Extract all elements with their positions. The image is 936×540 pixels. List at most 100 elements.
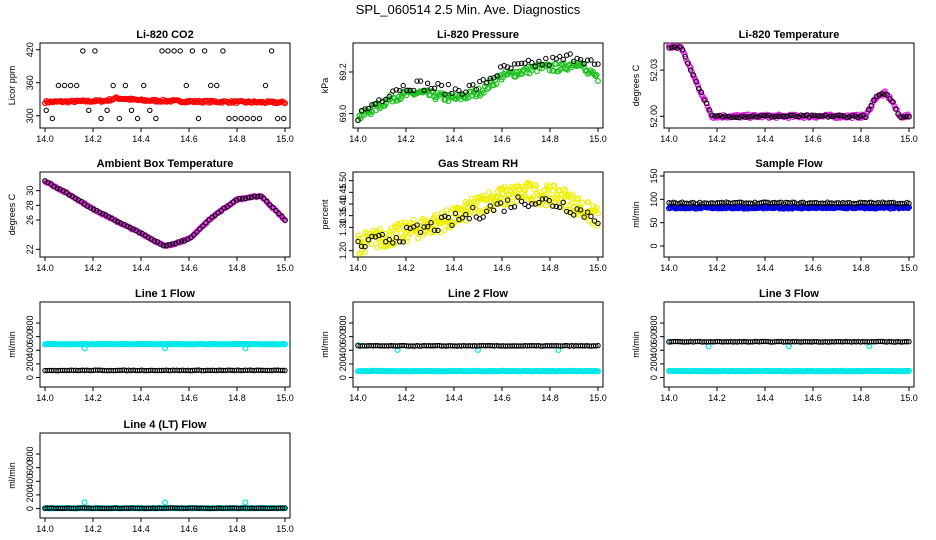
data-point — [58, 97, 65, 104]
data-point — [449, 220, 456, 227]
plot-frame — [39, 432, 291, 519]
data-point — [484, 79, 490, 86]
data-point — [890, 99, 896, 105]
data-point — [701, 97, 707, 103]
data-point — [515, 61, 521, 67]
chart-title: Line 2 Flow — [448, 288, 508, 300]
y-axis-label: percent — [320, 199, 330, 230]
x-tick-label: 14.6 — [493, 134, 511, 144]
data-point — [54, 185, 60, 191]
data-point — [43, 107, 49, 114]
data-point — [455, 204, 462, 211]
data-point — [577, 57, 584, 63]
chart-panel: Line 3 Flow 14.0 14.2 14.4 14.6 14.8 15.0 0 2004… — [631, 288, 918, 403]
data-point — [585, 199, 592, 206]
data-point — [524, 195, 531, 202]
data-point — [397, 88, 403, 94]
data-point — [669, 44, 675, 50]
data-point — [445, 81, 452, 88]
data-point — [497, 64, 504, 70]
data-point — [136, 230, 142, 236]
data-point — [574, 206, 580, 212]
data-point — [904, 339, 910, 345]
data-point — [262, 82, 269, 89]
x-tick-label: 14.4 — [756, 134, 774, 144]
data-point — [220, 48, 226, 54]
data-point — [368, 241, 375, 248]
data-point — [242, 499, 249, 506]
data-point — [574, 55, 580, 62]
data-point — [865, 107, 872, 113]
data-point — [895, 111, 901, 117]
data-point — [418, 223, 425, 230]
data-point — [518, 198, 525, 205]
data-point — [124, 223, 130, 230]
data-point — [876, 92, 882, 98]
data-point — [445, 214, 452, 221]
data-point — [48, 181, 54, 187]
data-point — [787, 112, 793, 119]
data-point — [504, 64, 511, 70]
data-point — [282, 341, 289, 348]
data-point — [560, 199, 566, 206]
data-point — [546, 197, 552, 204]
x-tick-label: 14.2 — [397, 263, 415, 273]
y-tick-label: 50 — [649, 218, 659, 228]
y-tick-label: 0 — [25, 506, 35, 511]
data-point — [758, 113, 764, 119]
data-point — [906, 114, 912, 120]
x-tick-label: 14.8 — [541, 263, 559, 273]
data-point — [379, 231, 385, 238]
x-tick-label: 14.2 — [397, 393, 415, 403]
data-point — [557, 53, 563, 60]
data-point — [176, 239, 182, 245]
data-point — [480, 89, 487, 96]
data-point — [836, 113, 842, 119]
x-tick-label: 14.6 — [804, 393, 822, 403]
data-point — [704, 100, 710, 107]
data-point — [242, 345, 249, 352]
data-point — [857, 113, 864, 119]
data-point — [553, 203, 559, 210]
data-point — [760, 113, 767, 119]
data-point — [432, 211, 439, 218]
data-point — [768, 114, 775, 120]
data-point — [479, 192, 486, 199]
data-point — [674, 45, 680, 51]
data-point — [686, 63, 693, 70]
data-point — [900, 114, 907, 120]
data-point — [557, 204, 563, 211]
data-point — [163, 242, 170, 249]
plot-frame — [39, 171, 291, 258]
x-tick-label: 14.4 — [445, 263, 463, 273]
data-point — [236, 195, 243, 202]
data-point — [183, 82, 190, 89]
x-tick-label: 15.0 — [276, 134, 294, 144]
data-point — [720, 114, 726, 120]
data-point — [814, 113, 820, 119]
y-axis-label: Licor ppm — [7, 66, 17, 106]
data-point — [396, 96, 403, 103]
data-point — [361, 249, 368, 256]
y-tick-label: 800 — [338, 316, 348, 331]
x-tick-label: 15.0 — [589, 263, 607, 273]
data-point — [847, 114, 853, 120]
data-point — [830, 113, 837, 120]
x-tick-label: 14.0 — [349, 263, 367, 273]
data-point — [564, 52, 570, 58]
data-point — [515, 194, 521, 200]
data-point — [593, 343, 599, 349]
data-point — [501, 183, 508, 190]
data-point — [511, 61, 518, 67]
data-point — [491, 207, 497, 214]
y-tick-label: 800 — [25, 447, 35, 462]
data-point — [811, 112, 818, 119]
data-point — [356, 250, 363, 257]
data-point — [493, 80, 500, 87]
data-point — [128, 107, 135, 114]
x-tick-label: 14.2 — [397, 134, 415, 144]
data-point — [442, 91, 448, 97]
data-point — [898, 114, 904, 121]
x-tick-label: 14.0 — [36, 134, 54, 144]
data-point — [844, 114, 850, 121]
